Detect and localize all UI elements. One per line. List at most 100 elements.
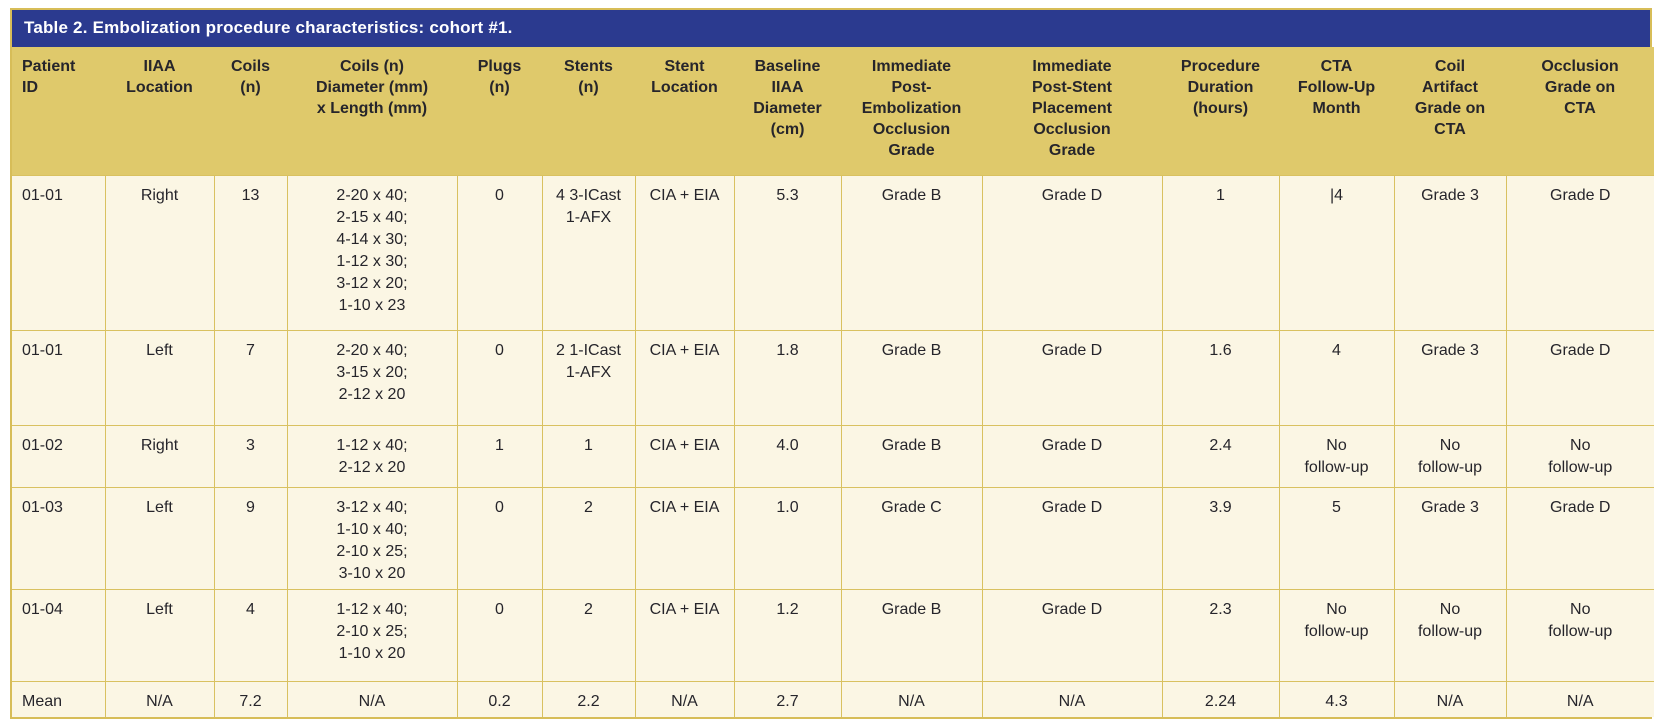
table-cell: CIA + EIA (634, 486, 735, 590)
table-cell: N/A (1393, 680, 1507, 717)
column-header: Occlusion Grade on CTA (1506, 47, 1654, 175)
table-cell: 4.3 (1278, 680, 1395, 717)
embolization-table: Table 2. Embolization procedure characte… (10, 8, 1654, 719)
table-cell: 1.0 (733, 486, 842, 590)
table-cell: Grade D (981, 174, 1163, 331)
table-cell: 1 (541, 424, 636, 488)
table-cell: N/A (840, 680, 983, 717)
table-cell: 2.3 (1161, 588, 1280, 682)
table-cell: 13 (213, 174, 288, 331)
table-cell: 2-20 x 40; 3-15 x 20; 2-12 x 20 (286, 329, 458, 426)
column-header: Baseline IIAA Diameter (cm) (734, 47, 841, 175)
table-cell: |4 (1278, 174, 1395, 331)
table-cell: N/A (634, 680, 735, 717)
header-row: Patient ID IIAA Location Coils (n) Coils (n… (12, 47, 1654, 175)
row-id-cell: 01-01 (12, 329, 106, 426)
column-header: Procedure Duration (hours) (1162, 47, 1279, 175)
column-header: CTA Follow-Up Month (1279, 47, 1394, 175)
row-id-cell: Mean (12, 680, 106, 717)
table-cell: 3.9 (1161, 486, 1280, 590)
table-cell: 2-20 x 40; 2-15 x 40; 4-14 x 30; 1-12 x … (286, 174, 458, 331)
column-header: Coils (n) (214, 47, 287, 175)
table-cell: 0 (456, 174, 543, 331)
column-header: Patient ID (12, 47, 105, 175)
row-id-cell: 01-03 (12, 486, 106, 590)
table-title: Table 2. Embolization procedure characte… (12, 10, 1650, 47)
table-cell: 0 (456, 329, 543, 426)
table-cell: 9 (213, 486, 288, 590)
table-cell: 2 1-ICast 1-AFX (541, 329, 636, 426)
table-row: 01-04 Left 4 1-12 x 40; 2-10 x 25; 1-10 x 2… (12, 588, 1654, 682)
table-cell: Grade B (840, 588, 983, 682)
table-cell: N/A (981, 680, 1163, 717)
table-cell: 1-12 x 40; 2-10 x 25; 1-10 x 20 (286, 588, 458, 682)
column-header: Immediate Post-Stent Placement Occlusion… (982, 47, 1162, 175)
column-header: Stents (n) (542, 47, 635, 175)
table-cell: Grade 3 (1393, 174, 1507, 331)
table-cell: 3 (213, 424, 288, 488)
table-cell: Left (104, 588, 215, 682)
table-cell: 4 (213, 588, 288, 682)
table-cell: N/A (104, 680, 215, 717)
table-cell: 1.6 (1161, 329, 1280, 426)
table-cell: Grade D (1505, 329, 1654, 426)
mean-row: Mean N/A 7.2 N/A 0.2 2.2 N/A 2.7 N/A N/A 2.24 4.3 N/… (12, 680, 1654, 717)
table-cell: 2.2 (541, 680, 636, 717)
table-cell: Left (104, 486, 215, 590)
table-cell: Grade 3 (1393, 486, 1507, 590)
table-cell: Left (104, 329, 215, 426)
table-cell: 5 (1278, 486, 1395, 590)
table-cell: CIA + EIA (634, 174, 735, 331)
table-cell: No follow-up (1393, 424, 1507, 488)
table-cell: 0.2 (456, 680, 543, 717)
table-cell: Grade B (840, 424, 983, 488)
table-body: 01-01 Right 13 2-20 x 40; 2-15 x 40; 4-14 x… (12, 174, 1654, 717)
table-cell: Grade C (840, 486, 983, 590)
table-cell: Grade D (981, 588, 1163, 682)
row-id-cell: 01-04 (12, 588, 106, 682)
table-cell: 3-12 x 40; 1-10 x 40; 2-10 x 25; 3-10 x … (286, 486, 458, 590)
table-row: 01-03 Left 9 3-12 x 40; 1-10 x 40; 2-10 x 2… (12, 486, 1654, 590)
table-cell: Grade D (981, 424, 1163, 488)
table-cell: No follow-up (1278, 588, 1395, 682)
table-cell: Grade D (1505, 486, 1654, 590)
table-cell: Grade B (840, 174, 983, 331)
table-cell: Grade B (840, 329, 983, 426)
table-cell: No follow-up (1393, 588, 1507, 682)
table-cell: 1-12 x 40; 2-12 x 20 (286, 424, 458, 488)
table-cell: No follow-up (1505, 588, 1654, 682)
table-cell: CIA + EIA (634, 329, 735, 426)
table-cell: Grade D (1505, 174, 1654, 331)
table-cell: No follow-up (1505, 424, 1654, 488)
table-cell: 4 (1278, 329, 1395, 426)
table-cell: 2.4 (1161, 424, 1280, 488)
table-cell: Grade D (981, 329, 1163, 426)
table-cell: 1 (456, 424, 543, 488)
row-id-cell: 01-02 (12, 424, 106, 488)
table-cell: 5.3 (733, 174, 842, 331)
table-cell: Right (104, 424, 215, 488)
table-cell: 1 (1161, 174, 1280, 331)
table-cell: Grade D (981, 486, 1163, 590)
table-cell: 4 3-ICast 1-AFX (541, 174, 636, 331)
column-header: Immediate Post- Embolization Occlusion G… (841, 47, 982, 175)
table-row: 01-01 Left 7 2-20 x 40; 3-15 x 20; 2-12 x 2… (12, 329, 1654, 426)
table-cell: CIA + EIA (634, 424, 735, 488)
table-cell: 2 (541, 486, 636, 590)
table-cell: No follow-up (1278, 424, 1395, 488)
table-cell: N/A (1505, 680, 1654, 717)
table-cell: 0 (456, 486, 543, 590)
table-cell: 4.0 (733, 424, 842, 488)
table-row: 01-01 Right 13 2-20 x 40; 2-15 x 40; 4-14 x… (12, 174, 1654, 331)
table-cell: Grade 3 (1393, 329, 1507, 426)
table-cell: 2.7 (733, 680, 842, 717)
column-header: Coil Artifact Grade on CTA (1394, 47, 1506, 175)
table-cell: 0 (456, 588, 543, 682)
table-cell: 7 (213, 329, 288, 426)
table-cell: 2 (541, 588, 636, 682)
table-row: 01-02 Right 3 1-12 x 40; 2-12 x 20 1 1 CIA + E… (12, 424, 1654, 488)
column-header: IIAA Location (105, 47, 214, 175)
table-cell: 2.24 (1161, 680, 1280, 717)
table-cell: Right (104, 174, 215, 331)
table-cell: 1.8 (733, 329, 842, 426)
